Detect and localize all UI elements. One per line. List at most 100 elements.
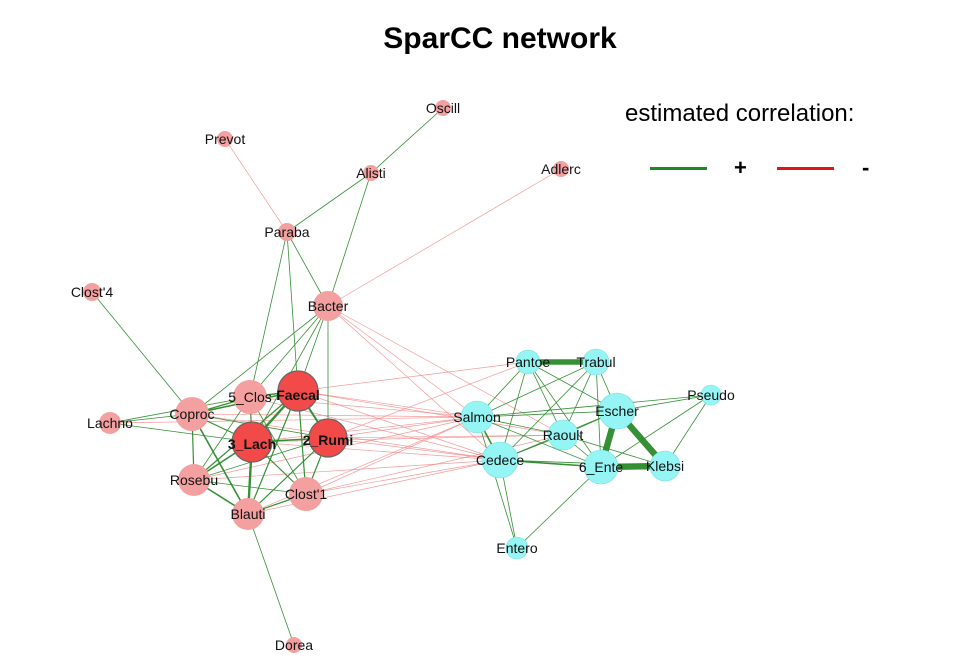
node-Adlerc[interactable] <box>553 161 569 177</box>
edge-2_Rumi-Cedece <box>327 437 501 461</box>
edge-Bacter-5_Clos <box>249 305 329 398</box>
node-label-6_Ente: 6_Ente <box>579 459 624 475</box>
edge-layer <box>91 107 712 646</box>
node-label-Coproc: Coproc <box>169 406 214 422</box>
node-label-Blauti: Blauti <box>230 506 265 522</box>
node-Bacter[interactable] <box>313 291 343 321</box>
node-label-Paraba: Paraba <box>264 224 309 240</box>
node-5_Clos[interactable] <box>233 380 267 414</box>
edge-Salmon-Escher <box>476 410 618 418</box>
node-Entero[interactable] <box>505 536 529 560</box>
node-label-Salmon: Salmon <box>453 409 500 425</box>
edge-Rosebu-Cedece <box>193 459 501 481</box>
edge-Pseudo-Salmon <box>476 394 712 418</box>
node-Oscill[interactable] <box>435 100 451 116</box>
edge-Blauti-Cedece <box>247 459 501 515</box>
node-layer <box>83 100 722 653</box>
node-label-Adlerc: Adlerc <box>541 161 581 177</box>
edge-Adlerc-Bacter <box>327 168 562 307</box>
edge-2_Rumi-Pantoe <box>327 361 529 439</box>
node-Pseudo[interactable] <box>700 384 722 406</box>
node-label-Trabul: Trabul <box>576 354 615 370</box>
node-Pantoe[interactable] <box>515 349 541 375</box>
edge-Oscill-Alisti <box>370 107 444 174</box>
node-Salmon[interactable] <box>460 400 494 434</box>
edge-3_Lach-Salmon <box>251 416 478 443</box>
node-Raoult[interactable] <box>547 419 579 451</box>
node-label-Raoult: Raoult <box>543 427 584 443</box>
node-2_Rumi[interactable] <box>308 418 348 458</box>
edge-3_Lach-Cedece <box>251 441 501 461</box>
node-Rosebu[interactable] <box>178 464 210 496</box>
node-3_Lach[interactable] <box>231 421 273 463</box>
chart-title: SparCC network <box>383 22 617 55</box>
edge-Lachno-Salmon <box>109 416 478 424</box>
edge-3_Lach-Raoult <box>251 434 564 443</box>
node-label-3_Lach: 3_Lach <box>228 436 276 452</box>
node-label-2_Rumi: 2_Rumi <box>303 432 354 448</box>
edge-Paraba-5_Clos <box>249 231 288 398</box>
legend-negative-line <box>777 167 834 170</box>
node-label-Clost1: Clost'1 <box>285 486 328 502</box>
edge-Clost1-Cedece <box>305 459 501 495</box>
edge-Coproc-Salmon <box>191 413 478 418</box>
edge-Trabul-Salmon <box>476 361 597 418</box>
edge-Clost1-Raoult <box>305 434 564 495</box>
edge-Salmon-6_Ente <box>476 416 602 468</box>
edge-Clost1-Salmon <box>305 416 478 495</box>
node-Cedece[interactable] <box>481 441 519 479</box>
node-label-5_Clos: 5_Clos <box>228 389 272 405</box>
node-label-Alisti: Alisti <box>356 165 386 181</box>
node-Clost4[interactable] <box>83 283 101 301</box>
node-Prevot[interactable] <box>217 131 233 147</box>
edge-Trabul-Cedece <box>499 361 597 461</box>
edge-Bacter-Salmon <box>327 305 478 418</box>
node-label-Faecal: Faecal <box>276 387 320 403</box>
edge-Blauti-Salmon <box>247 416 478 515</box>
node-label-Pantoe: Pantoe <box>506 354 551 370</box>
edge-Faecal-Blauti <box>247 390 299 515</box>
edge-Trabul-6_Ente <box>595 361 602 468</box>
node-label-Oscill: Oscill <box>426 100 460 116</box>
edge-5_Clos-Clost1 <box>249 396 307 495</box>
node-label-Pseudo: Pseudo <box>687 387 735 403</box>
node-6_Ente[interactable] <box>583 449 619 485</box>
edge-Paraba-Faecal <box>286 231 299 392</box>
node-Alisti[interactable] <box>363 165 379 181</box>
node-Dorea[interactable] <box>286 637 302 653</box>
edge-Pantoe-6_Ente <box>527 361 602 468</box>
node-label-Entero: Entero <box>496 540 537 556</box>
edge-Pseudo-6_Ente <box>600 394 712 468</box>
node-label-Cedece: Cedece <box>476 452 524 468</box>
edge-Prevot-Paraba <box>224 138 288 233</box>
label-layer: Oscill Prevot Alisti Adlerc Paraba Clost'4 Bac… <box>71 100 735 653</box>
node-Escher[interactable] <box>598 392 636 430</box>
node-Paraba[interactable] <box>278 223 296 241</box>
node-Blauti[interactable] <box>232 498 264 530</box>
edge-Salmon-Entero <box>476 416 518 549</box>
node-label-Prevot: Prevot <box>205 131 246 147</box>
node-Faecal[interactable] <box>277 370 319 412</box>
node-Clost1[interactable] <box>289 477 323 511</box>
edge-Blauti-Dorea <box>247 513 295 646</box>
edge-2_Rumi-Salmon <box>327 416 478 439</box>
node-label-Rosebu: Rosebu <box>170 472 218 488</box>
node-Lachno[interactable] <box>99 412 121 434</box>
node-label-Lachno: Lachno <box>87 415 133 431</box>
node-label-Dorea: Dorea <box>275 637 313 653</box>
node-Coproc[interactable] <box>175 397 209 431</box>
edge-Coproc-Blauti <box>191 413 249 515</box>
node-label-Klebsi: Klebsi <box>646 458 684 474</box>
legend-negative-symbol: - <box>862 155 870 180</box>
edge-Alisti-Bacter <box>327 172 372 307</box>
legend-title: estimated correlation: <box>625 100 855 127</box>
node-label-Escher: Escher <box>595 403 639 419</box>
edge-Bacter-Cedece <box>327 305 501 461</box>
node-Trabul[interactable] <box>582 348 610 376</box>
edge-Bacter-Coproc <box>191 305 329 415</box>
legend-positive-line <box>650 167 707 170</box>
edge-Faecal-Salmon <box>297 390 478 418</box>
edge-Clost4-Coproc <box>91 291 193 415</box>
edge-Bacter-Raoult <box>327 305 564 436</box>
node-Klebsi[interactable] <box>649 450 681 482</box>
